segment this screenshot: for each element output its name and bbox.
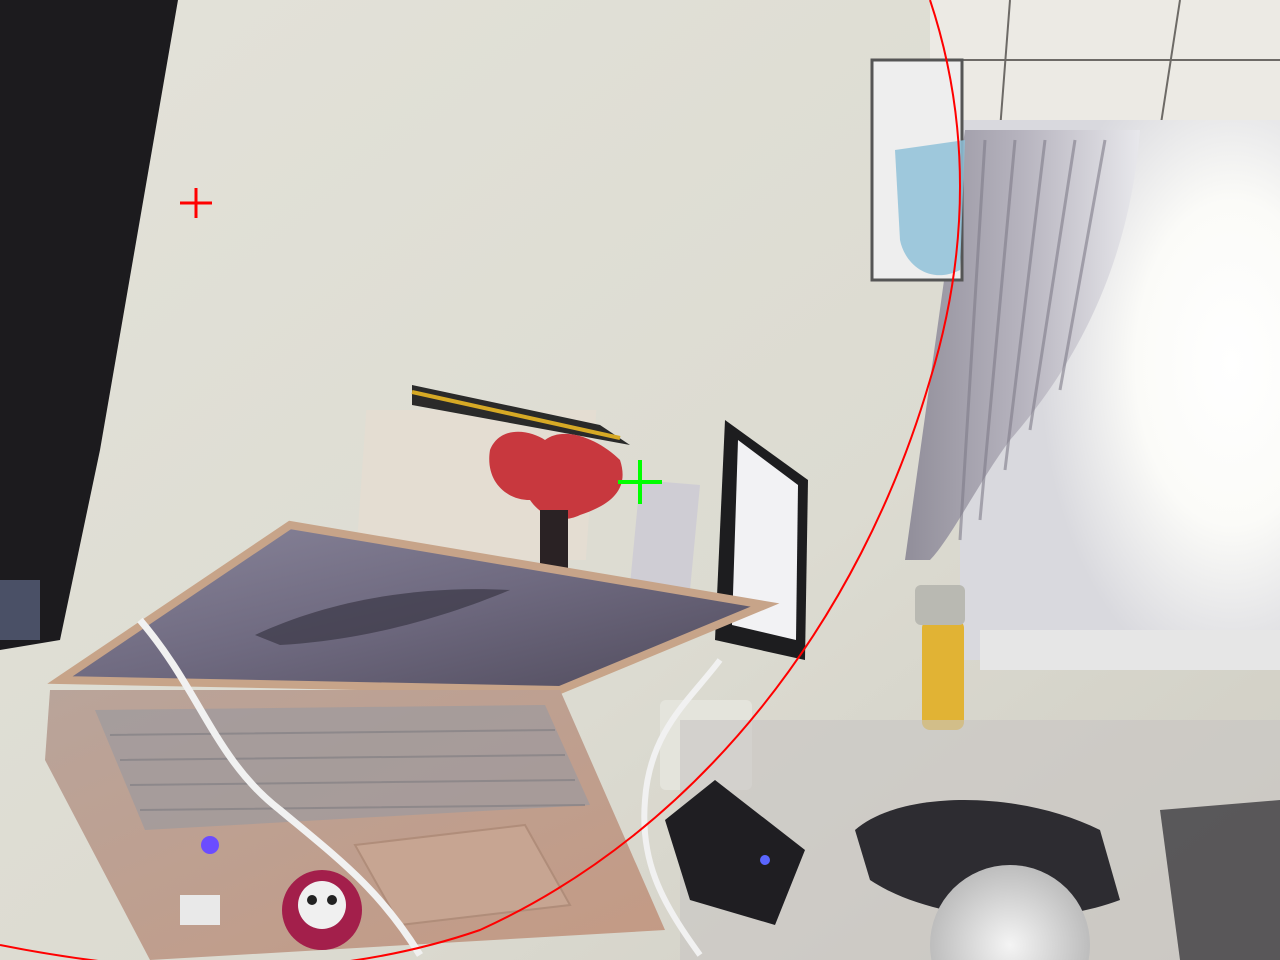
monitor-screen-edge [0,580,40,640]
red-cross-marker [180,188,212,218]
paper-stack [630,480,700,590]
touchpad [353,823,572,927]
curtain [905,130,1140,560]
red-flower [489,431,623,520]
thermos [915,585,965,625]
laptop-screen-reflection [255,589,510,645]
blue-bag [895,140,965,276]
window-sill [980,630,1280,670]
yellow-bottle [922,620,964,730]
flower-stem [540,510,568,570]
power-adapter [665,780,805,925]
pencil-case-strip [411,390,621,440]
middle-monitor-screen [732,440,798,640]
office-chair [1160,800,1280,960]
red-circle-overlay [0,0,961,960]
ceiling [930,0,1280,130]
power-led [201,836,219,854]
dark-monitor [0,0,178,650]
white-cable-2 [641,658,723,957]
laptop-label-sticker [180,895,220,925]
ceiling-grid [930,0,1280,131]
desk-fan [930,865,1090,960]
curtain-folds [958,139,1107,541]
green-cross-marker [618,460,662,504]
white-cable [137,617,423,957]
cartoon-sticker [282,870,362,950]
keyboard-keys [109,729,586,811]
adapter-led [760,855,770,865]
